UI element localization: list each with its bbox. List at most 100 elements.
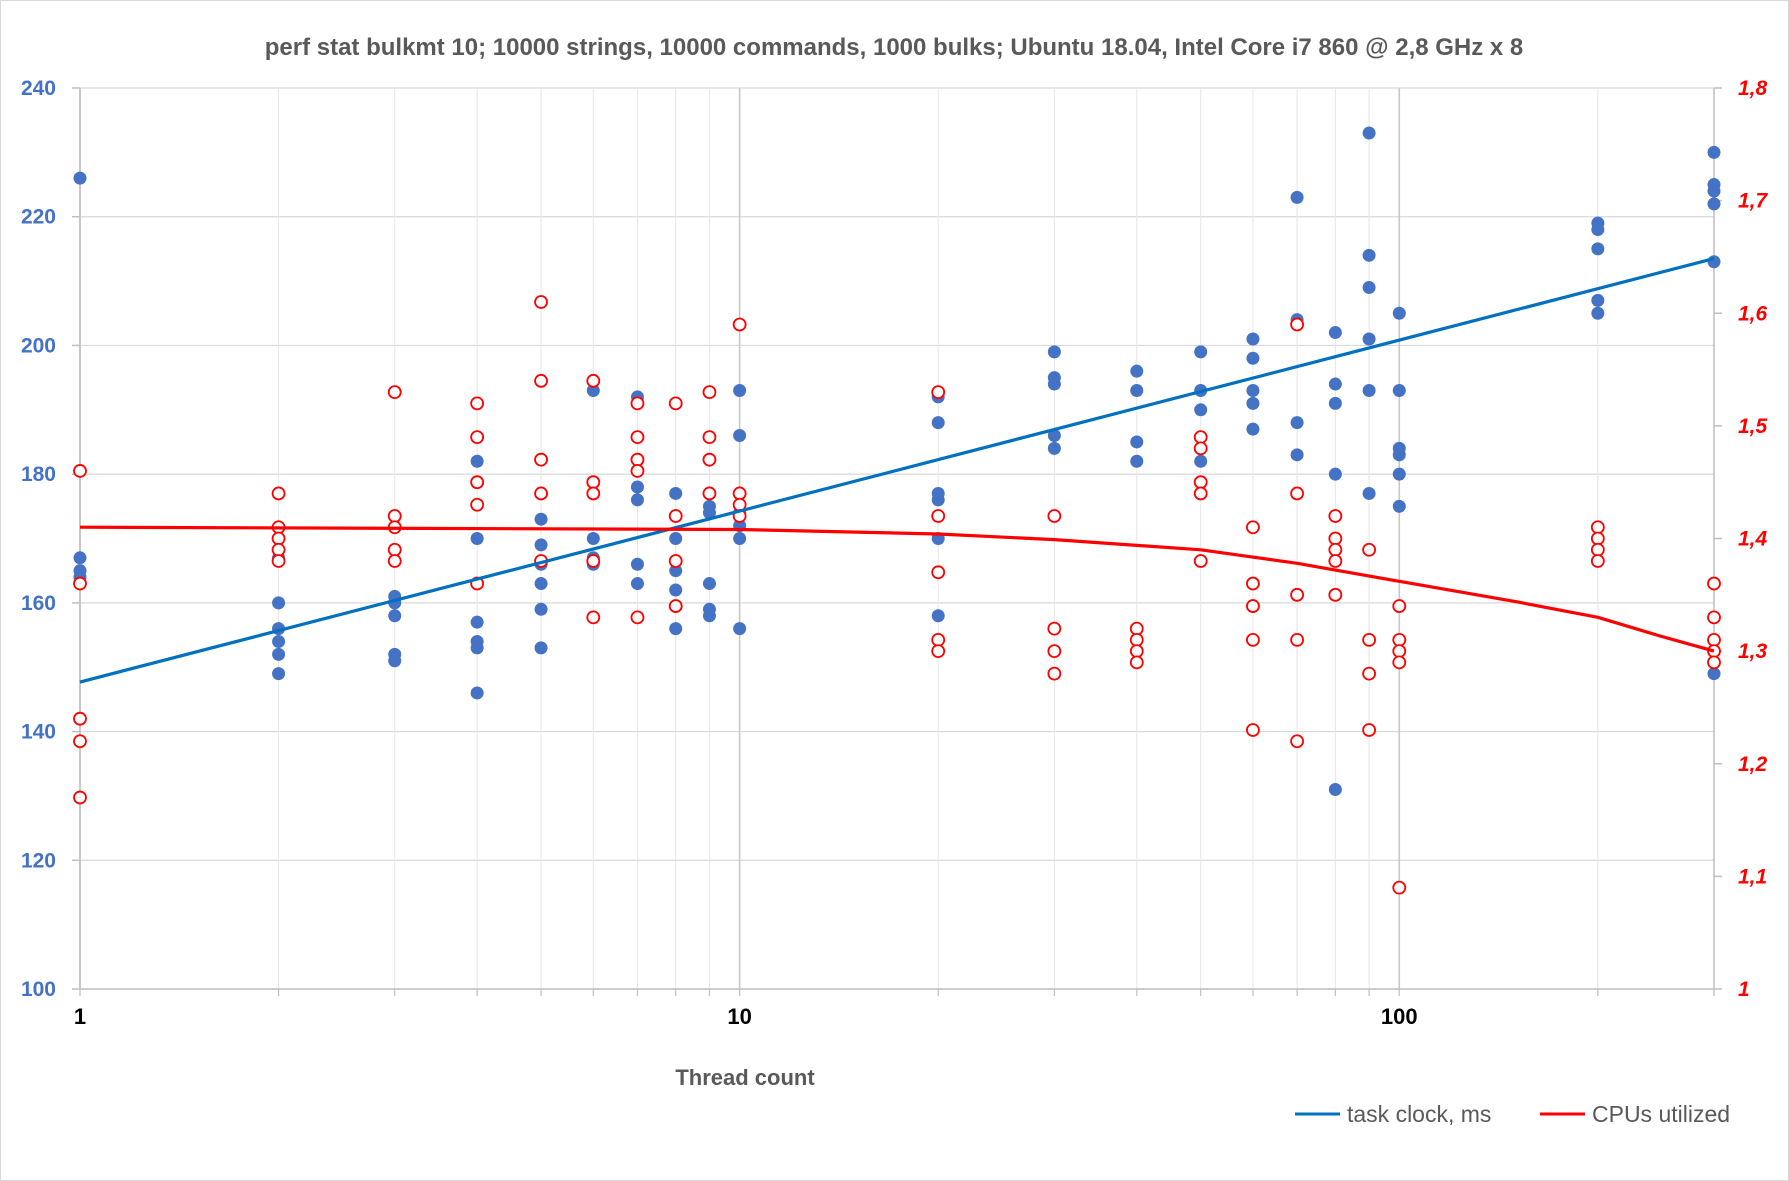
task-clock-point-45 bbox=[702, 609, 716, 623]
cpus-utilized-point-13 bbox=[387, 542, 402, 557]
task-clock-point-14 bbox=[388, 654, 402, 668]
cpus-utilized-point-48 bbox=[931, 509, 946, 523]
cpus-utilized-point-79 bbox=[1328, 587, 1343, 602]
cpus-utilized-point-70 bbox=[1290, 317, 1304, 332]
right-tick-label-7: 1,7 bbox=[1738, 190, 1769, 213]
cpus-utilized-point-55 bbox=[1047, 666, 1062, 681]
task-clock-point-72 bbox=[1246, 351, 1260, 365]
cpus-utilized-point-76 bbox=[1328, 531, 1343, 546]
task-clock-point-84 bbox=[1328, 782, 1342, 796]
cpus-utilized-point-21 bbox=[534, 373, 548, 388]
cpus-utilized-point-36 bbox=[668, 509, 683, 523]
right-tick-label-1: 1,1 bbox=[1738, 865, 1767, 888]
cpus-utilized-point-51 bbox=[931, 644, 946, 659]
task-clock-point-20 bbox=[470, 686, 484, 700]
chart-title: perf stat bulkmt 10; 10000 strings, 1000… bbox=[265, 34, 1524, 61]
task-clock-point-105 bbox=[1707, 197, 1721, 211]
cpus-utilized-point-38 bbox=[668, 599, 683, 613]
cpus-utilized-point-81 bbox=[1362, 632, 1376, 647]
cpus-utilized-point-23 bbox=[534, 486, 548, 501]
task-clock-point-65 bbox=[1130, 435, 1144, 449]
cpus-utilized-point-29 bbox=[586, 610, 601, 625]
task-clock-point-36 bbox=[669, 486, 683, 500]
task-clock-point-88 bbox=[1362, 332, 1376, 346]
cpus-utilized-point-41 bbox=[702, 452, 717, 467]
task-clock-point-89 bbox=[1362, 383, 1376, 397]
right-tick-label-8: 1,8 bbox=[1738, 77, 1768, 100]
cpus-utilized-point-40 bbox=[702, 430, 717, 445]
left-tick-label-6: 220 bbox=[21, 206, 56, 229]
cpus-utilized-point-10 bbox=[387, 385, 402, 399]
task-clock-point-80 bbox=[1328, 326, 1342, 340]
cpus-utilized-point-94 bbox=[1707, 610, 1721, 625]
task-clock-point-69 bbox=[1194, 403, 1208, 417]
cpus-utilized-point-8 bbox=[271, 542, 286, 557]
right-tick-label-3: 1,3 bbox=[1738, 640, 1768, 663]
cpus-utilized-point-82 bbox=[1362, 666, 1376, 681]
cpus-utilized-point-72 bbox=[1290, 587, 1304, 602]
cpus-utilized-point-63 bbox=[1193, 486, 1208, 501]
cpus-utilized-point-69 bbox=[1246, 723, 1260, 737]
task-clock-point-107 bbox=[1707, 667, 1721, 681]
task-clock-point-34 bbox=[630, 557, 644, 571]
task-clock-point-25 bbox=[534, 602, 548, 616]
task-clock-point-53 bbox=[931, 416, 945, 430]
left-tick-label-3: 160 bbox=[21, 592, 56, 615]
x-tick-label-1: 10 bbox=[727, 1004, 751, 1029]
cpus-utilized-point-54 bbox=[1047, 644, 1062, 659]
cpus-utilized-point-71 bbox=[1290, 486, 1304, 501]
task-clock-point-32 bbox=[630, 480, 644, 494]
cpus-utilized-trendline bbox=[79, 525, 1715, 653]
task-clock-point-70 bbox=[1194, 454, 1208, 468]
cpus-utilized-point-77 bbox=[1328, 542, 1343, 557]
cpus-utilized-point-65 bbox=[1246, 520, 1260, 535]
task-clock-point-61 bbox=[1047, 429, 1061, 443]
cpus-utilized-point-92 bbox=[1590, 554, 1605, 568]
cpus-utilized-point-16 bbox=[470, 430, 485, 445]
task-clock-point-55 bbox=[931, 493, 945, 507]
cpus-utilized-point-87 bbox=[1392, 655, 1407, 670]
cpus-utilized-point-84 bbox=[1392, 599, 1407, 613]
cpus-utilized-point-59 bbox=[1129, 655, 1144, 670]
task-clock-point-102 bbox=[1707, 145, 1721, 159]
cpus-utilized-point-9 bbox=[271, 554, 286, 568]
cpus-utilized-point-3 bbox=[73, 734, 87, 749]
cpus-utilized-point-37 bbox=[668, 554, 683, 568]
cpus-utilized-point-31 bbox=[630, 430, 645, 445]
task-clock-point-57 bbox=[931, 609, 945, 623]
cpus-utilized-point-66 bbox=[1246, 576, 1260, 591]
task-clock-point-17 bbox=[470, 615, 484, 629]
task-clock-point-60 bbox=[1047, 377, 1061, 391]
series-cpus-utilized bbox=[73, 295, 1721, 895]
cpus-utilized-point-32 bbox=[630, 452, 645, 467]
cpus-utilized-point-39 bbox=[702, 385, 717, 399]
cpus-utilized-point-11 bbox=[387, 509, 402, 523]
task-clock-point-16 bbox=[470, 532, 484, 545]
task-clock-point-91 bbox=[1392, 306, 1406, 320]
cpus-utilized-point-60 bbox=[1193, 430, 1208, 445]
task-clock-point-9 bbox=[272, 667, 286, 681]
legend-label-cpus-utilized: CPUs utilized bbox=[1592, 1101, 1730, 1127]
task-clock-point-35 bbox=[630, 577, 644, 591]
task-clock-point-92 bbox=[1392, 383, 1406, 397]
x-tick-label-2: 100 bbox=[1381, 1004, 1418, 1029]
task-clock-point-63 bbox=[1130, 364, 1144, 378]
task-clock-point-85 bbox=[1362, 126, 1376, 140]
cpus-utilized-point-4 bbox=[73, 790, 87, 805]
cpus-utilized-point-2 bbox=[73, 711, 87, 726]
left-tick-label-5: 200 bbox=[21, 334, 56, 357]
cpus-utilized-point-44 bbox=[732, 486, 747, 501]
cpus-utilized-point-90 bbox=[1590, 531, 1605, 546]
right-axis-ticks: 1 1,1 1,2 1,3 1,4 1,5 1,6 1,7 1,8 bbox=[1738, 77, 1769, 1001]
task-clock-point-7 bbox=[272, 634, 286, 648]
legend-label-task-clock: task clock, ms bbox=[1347, 1101, 1491, 1127]
cpus-utilized-point-34 bbox=[630, 610, 645, 625]
cpus-utilized-point-91 bbox=[1590, 542, 1605, 557]
task-clock-point-37 bbox=[669, 532, 683, 545]
cpus-utilized-point-17 bbox=[470, 475, 485, 490]
task-clock-point-101 bbox=[1591, 306, 1605, 320]
cpus-utilized-point-42 bbox=[702, 486, 717, 501]
task-clock-point-75 bbox=[1246, 422, 1260, 436]
